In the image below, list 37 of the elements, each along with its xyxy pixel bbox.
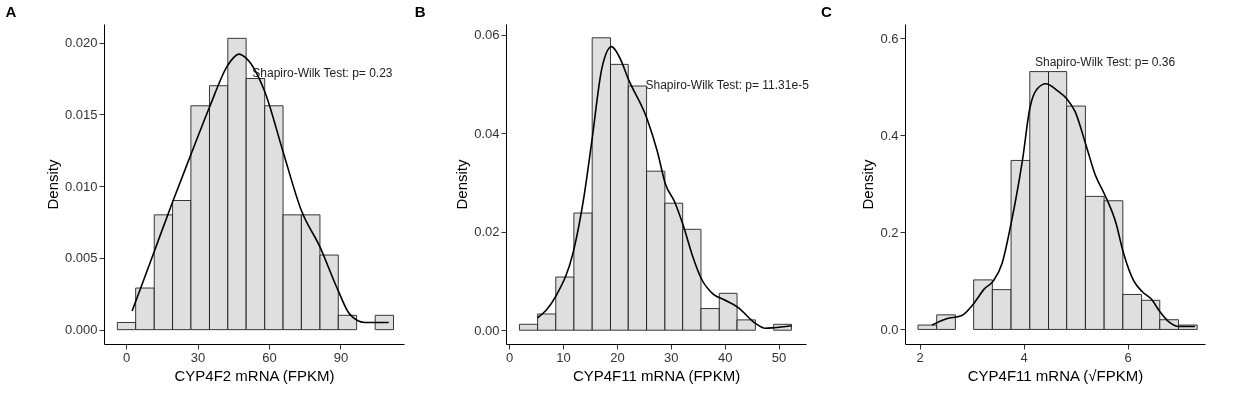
x-tick-label: 4 [1020, 349, 1028, 365]
y-tick-label: 0.00 [474, 322, 500, 338]
annotation: Shapiro-Wilk Test: p= 11.31e-5 [645, 77, 810, 92]
x-tick-label: 60 [262, 349, 277, 365]
chart-title: A [5, 3, 17, 20]
y-tick-label: 0.015 [64, 106, 98, 122]
y-tick-label: 0.000 [64, 322, 98, 338]
x-tick-label: 90 [333, 349, 349, 365]
y-tick-label: 0.010 [64, 178, 98, 194]
x-axis-title: CYP4F11 mRNA (FPKM) [572, 366, 741, 384]
x-tick-label: 20 [610, 349, 625, 365]
x-tick-label: 2 [916, 349, 924, 365]
y-axis-title: Density [859, 159, 877, 210]
y-tick-label: 0.6 [880, 30, 899, 46]
y-tick-label: 0.005 [64, 250, 98, 266]
x-axis-title: CYP4F11 mRNA (√FPKM) [967, 366, 1144, 384]
x-tick-label: 6 [1124, 349, 1132, 365]
y-tick-label: 0.4 [880, 127, 899, 143]
y-tick-label: 0.0 [880, 321, 899, 337]
y-axis-title: Density [43, 159, 61, 210]
y-tick-label: 0.06 [474, 27, 500, 43]
y-axis-title: Density [453, 159, 471, 210]
annotation: Shapiro-Wilk Test: p= 0.36 [1035, 55, 1176, 69]
chart-title: C [820, 3, 832, 20]
x-tick-label: 30 [190, 349, 206, 365]
chart-title: B [414, 3, 426, 20]
x-tick-label: 30 [664, 349, 679, 365]
y-tick-label: 0.04 [474, 125, 500, 141]
y-tick-label: 0.2 [880, 224, 899, 240]
x-tick-label: 0 [506, 349, 514, 365]
x-tick-label: 40 [717, 349, 733, 365]
x-tick-label: 10 [556, 349, 571, 365]
y-tick-label: 0.02 [474, 224, 500, 240]
x-tick-label: 0 [123, 349, 131, 365]
x-tick-label: 50 [771, 349, 787, 365]
x-axis-title: CYP4F2 mRNA (FPKM) [174, 366, 335, 384]
y-tick-label: 0.020 [64, 35, 98, 51]
